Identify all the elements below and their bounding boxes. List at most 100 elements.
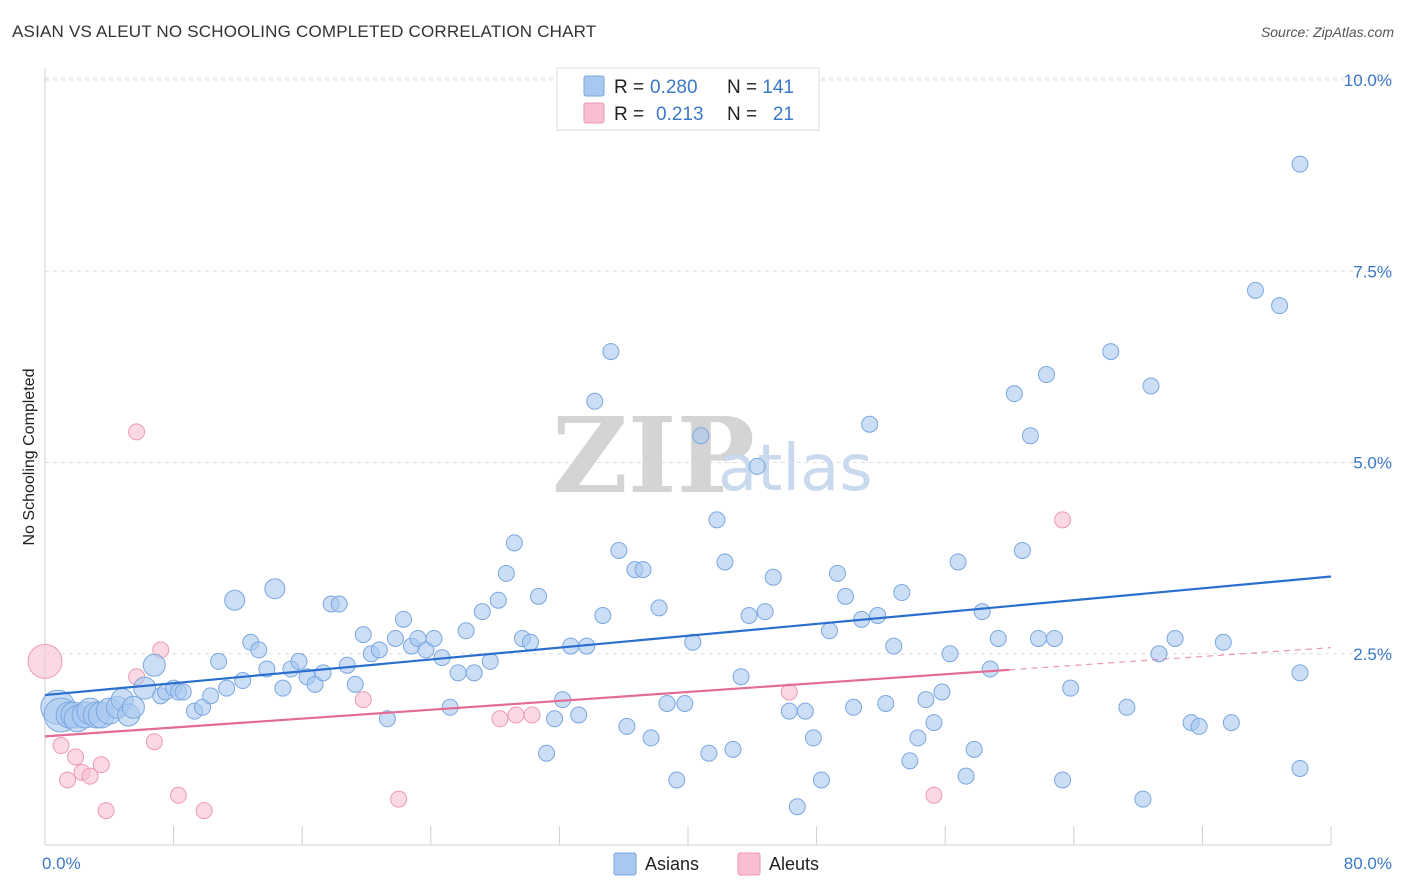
- asian-point: [668, 771, 686, 789]
- asian-point: [869, 607, 887, 624]
- x-tick-label-min: 0.0%: [42, 854, 81, 873]
- asian-point: [386, 629, 404, 647]
- asian-point: [893, 584, 911, 602]
- asian-point: [314, 664, 332, 682]
- asian-point: [481, 652, 499, 670]
- asian-point: [497, 564, 515, 582]
- aleut-point: [354, 691, 372, 709]
- asian-point: [370, 641, 388, 659]
- asian-point: [658, 694, 676, 712]
- trend-lines: [44, 575, 1332, 738]
- aleut-point: [97, 802, 115, 820]
- asian-point: [764, 568, 782, 586]
- legend-r-label-asians: R =: [614, 77, 644, 98]
- asian-point: [258, 660, 276, 678]
- asian-point: [378, 710, 396, 728]
- asian-points: [40, 155, 1309, 816]
- asian-point: [748, 457, 766, 475]
- asian-point: [202, 687, 220, 705]
- asian-point: [1046, 629, 1064, 647]
- asian-point: [346, 675, 364, 693]
- asian-point: [1037, 366, 1055, 384]
- asian-point: [1291, 760, 1309, 777]
- y-tick-label: 10.0%: [1344, 71, 1392, 90]
- asian-point: [142, 653, 166, 677]
- aleut-point: [27, 643, 63, 679]
- bottom-legend-swatch-aleuts: [737, 852, 761, 876]
- asian-point: [121, 695, 145, 719]
- asian-point: [457, 622, 475, 640]
- aleut-point: [145, 733, 163, 751]
- asian-point: [1142, 377, 1160, 395]
- asian-point: [1271, 297, 1289, 315]
- asian-point: [602, 343, 620, 361]
- bottom-legend-label-aleuts: Aleuts: [769, 854, 819, 874]
- asian-point: [1062, 679, 1080, 697]
- asian-point: [716, 553, 734, 571]
- asian-point: [676, 694, 694, 712]
- asian-point: [354, 626, 372, 644]
- asian-point: [796, 702, 814, 720]
- asian-point: [949, 553, 967, 571]
- asian-point: [780, 702, 798, 720]
- asian-point: [274, 679, 292, 697]
- asian-point: [925, 714, 943, 732]
- bottom-legend-swatch-asians: [613, 852, 637, 876]
- asian-point: [1190, 717, 1208, 735]
- asian-point: [610, 541, 628, 559]
- asian-point: [700, 744, 718, 762]
- asian-point: [837, 587, 855, 605]
- aleut-point: [67, 748, 85, 766]
- trend-line-asians: [44, 575, 1332, 697]
- asian-point: [1246, 281, 1264, 299]
- aleut-point: [925, 786, 943, 804]
- aleut-point: [52, 737, 70, 755]
- bottom-legend: Asians Aleuts: [613, 852, 819, 876]
- x-tick-label-max: 80.0%: [1344, 854, 1392, 873]
- asian-point: [828, 564, 846, 582]
- asian-point: [1118, 698, 1136, 716]
- y-tick-label: 2.5%: [1353, 645, 1392, 664]
- asian-point: [1005, 385, 1023, 403]
- trend-line-aleuts-extension: [1009, 647, 1332, 671]
- asian-point: [1222, 714, 1240, 732]
- asian-point: [941, 645, 959, 663]
- asian-point: [845, 698, 863, 716]
- asian-point: [264, 578, 286, 600]
- watermark-atlas: atlas: [718, 432, 873, 506]
- aleut-point: [92, 756, 110, 774]
- asian-point: [1166, 629, 1184, 647]
- asian-point: [133, 676, 157, 700]
- asian-point: [224, 589, 246, 611]
- aleut-point: [507, 706, 525, 724]
- asian-point: [1021, 427, 1039, 445]
- asian-point: [820, 622, 838, 640]
- asian-point: [788, 798, 806, 816]
- asian-point: [861, 415, 879, 433]
- asian-point: [1291, 155, 1309, 173]
- asian-point: [877, 694, 895, 712]
- y-tick-label: 5.0%: [1353, 454, 1392, 473]
- asian-point: [1291, 664, 1309, 682]
- legend-r-value-asians: 0.280: [650, 77, 698, 98]
- asian-point: [901, 752, 919, 770]
- aleut-point: [128, 423, 146, 441]
- asian-point: [1029, 629, 1047, 647]
- asian-point: [425, 629, 443, 647]
- x-axis-ticks: [173, 826, 1332, 845]
- asian-point: [634, 561, 652, 579]
- asian-point: [449, 664, 467, 682]
- chart-title: ASIAN VS ALEUT NO SCHOOLING COMPLETED CO…: [12, 22, 597, 41]
- asian-point: [989, 629, 1007, 647]
- asian-point: [250, 641, 268, 659]
- asian-point: [570, 706, 588, 724]
- asian-point: [1214, 633, 1232, 651]
- aleut-point: [195, 802, 213, 820]
- asian-point: [330, 595, 348, 613]
- legend-n-value-asians: 141: [762, 77, 794, 98]
- asian-point: [586, 392, 604, 410]
- asian-point: [973, 603, 991, 621]
- asian-point: [909, 729, 927, 747]
- watermark-zip: ZIP: [552, 394, 755, 517]
